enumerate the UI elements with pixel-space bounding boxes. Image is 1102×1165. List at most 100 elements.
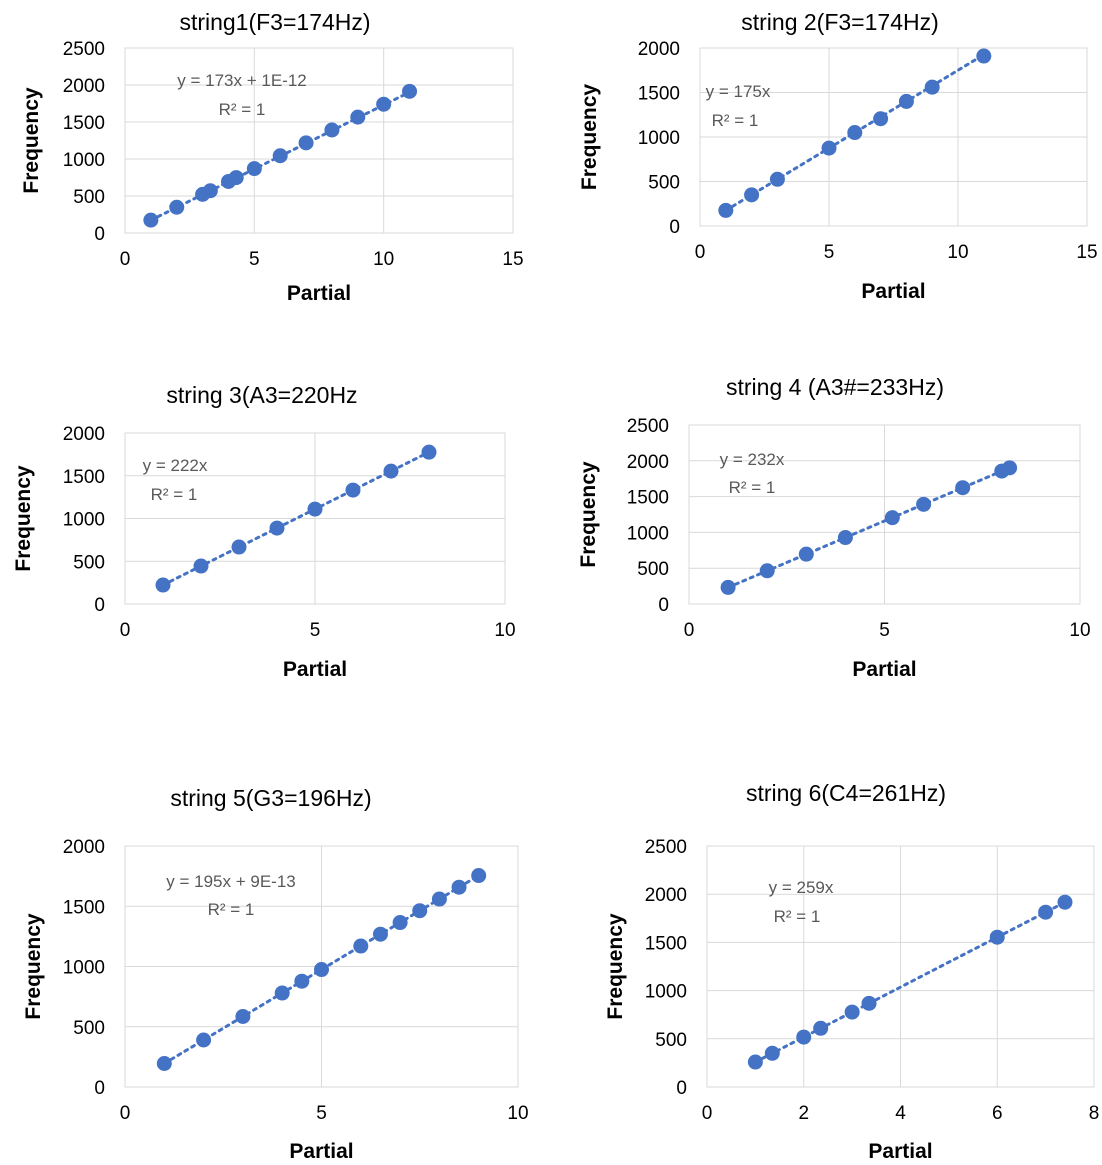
x-tick-label: 10 (507, 1103, 528, 1124)
x-tick-label: 15 (502, 249, 523, 270)
data-point (720, 579, 736, 595)
chart-title: string 4 (A3#=233Hz) (726, 374, 944, 400)
data-point (1057, 894, 1073, 910)
data-point (324, 122, 340, 138)
y-tick-label: 500 (655, 1030, 687, 1051)
y-tick-label: 0 (94, 595, 105, 616)
data-point (235, 1009, 251, 1025)
y-tick-label: 2000 (627, 452, 669, 473)
y-axis-title: Frequency (12, 465, 35, 572)
data-point (744, 187, 760, 203)
data-point (372, 926, 388, 942)
chart-string-5: 0 500 1000 1500 2000 0 5 10 string 5(G3=196Hz) Pa… (0, 775, 551, 1165)
data-point (989, 929, 1005, 945)
y-axis-title: Frequency (22, 913, 45, 1020)
chart-title: string1(F3=174Hz) (179, 9, 370, 35)
x-axis-title: Partial (283, 658, 347, 681)
data-point (1002, 460, 1018, 476)
y-tick-label: 1000 (638, 128, 680, 149)
data-point (269, 520, 285, 536)
data-point (272, 148, 288, 164)
chart-svg: 0 500 1000 1500 2000 2500 0 5 10 15 string1(F3=174… (20, 9, 524, 305)
chart-svg: 0 500 1000 1500 2000 0 5 10 string 5(G3=196Hz) Pa… (22, 785, 529, 1163)
data-point (193, 558, 209, 574)
data-point (412, 903, 428, 919)
trendline-r-squared: R² = 1 (208, 900, 255, 919)
data-point (421, 444, 437, 460)
trendline-r-squared: R² = 1 (729, 478, 776, 497)
data-point (861, 995, 877, 1011)
x-tick-label: 5 (879, 620, 890, 641)
x-tick-label: 10 (373, 249, 394, 270)
chart-title: string 3(A3=220Hz (166, 382, 357, 408)
data-point (884, 510, 900, 526)
y-tick-label: 0 (676, 1078, 687, 1099)
x-tick-label: 0 (120, 620, 131, 641)
x-tick-label: 5 (824, 242, 835, 263)
y-tick-label: 2500 (645, 837, 687, 858)
data-point (844, 1004, 860, 1020)
chart-string-2: 0 500 1000 1500 2000 0 5 10 15 string 2(F3=174Hz)… (551, 0, 1102, 330)
trendline-r-squared: R² = 1 (712, 111, 759, 130)
data-point (798, 546, 814, 562)
y-tick-label: 0 (94, 224, 105, 245)
chart-string-3: 0 500 1000 1500 2000 0 5 10 string 3(A3=220Hz Par… (0, 370, 551, 700)
data-point (431, 891, 447, 907)
x-axis-title: Partial (852, 658, 916, 681)
chart-svg: 0 500 1000 1500 2000 2500 0 2 4 6 8 string 6(C4=261… (604, 780, 1099, 1163)
y-tick-label: 1500 (63, 113, 105, 134)
data-point (451, 879, 467, 895)
chart-string-6: 0 500 1000 1500 2000 2500 0 2 4 6 8 string 6(C4=261… (551, 775, 1102, 1165)
chart-string-1: 0 500 1000 1500 2000 2500 0 5 10 15 string1(F3=174… (0, 0, 551, 330)
x-tick-label: 4 (895, 1103, 906, 1124)
plot-area (699, 47, 1088, 227)
y-tick-label: 2000 (645, 885, 687, 906)
x-axis-title: Partial (287, 282, 351, 305)
data-point (169, 199, 185, 215)
data-point (353, 938, 369, 954)
y-axis-title: Frequency (20, 87, 43, 194)
y-tick-label: 1500 (63, 467, 105, 488)
chart-title: string 2(F3=174Hz) (741, 9, 939, 35)
y-tick-label: 1500 (638, 84, 680, 105)
x-tick-label: 0 (684, 620, 695, 641)
y-tick-label: 500 (73, 552, 105, 573)
y-tick-label: 0 (669, 217, 680, 238)
x-tick-label: 0 (120, 1103, 131, 1124)
plot-area (124, 432, 506, 605)
chart-string-4: 0 500 1000 1500 2000 2500 0 5 10 string 4 (A3#=23… (551, 370, 1102, 700)
data-point (294, 973, 310, 989)
y-axis-title: Frequency (577, 461, 600, 568)
data-point (898, 93, 914, 109)
y-tick-label: 0 (94, 1078, 105, 1099)
x-tick-label: 15 (1076, 242, 1097, 263)
trendline-equation: y = 232x (720, 450, 785, 469)
x-tick-label: 2 (798, 1103, 809, 1124)
x-tick-label: 10 (947, 242, 968, 263)
y-tick-label: 2000 (63, 424, 105, 445)
data-point (376, 96, 392, 112)
y-tick-label: 1000 (627, 523, 669, 544)
x-tick-label: 0 (695, 242, 706, 263)
data-point (155, 577, 171, 593)
data-point (1038, 904, 1054, 920)
y-tick-label: 2000 (63, 837, 105, 858)
data-point (307, 501, 323, 517)
y-tick-label: 500 (73, 1018, 105, 1039)
y-tick-label: 1000 (63, 510, 105, 531)
y-tick-label: 2000 (638, 39, 680, 60)
y-tick-label: 500 (73, 187, 105, 208)
data-point (924, 79, 940, 95)
y-tick-label: 1000 (645, 982, 687, 1003)
data-point (976, 48, 992, 64)
data-point (274, 985, 290, 1001)
y-tick-label: 2500 (63, 39, 105, 60)
y-tick-label: 2500 (627, 416, 669, 437)
chart-svg: 0 500 1000 1500 2000 0 5 10 15 string 2(F3=174Hz)… (578, 9, 1098, 303)
trendline-r-squared: R² = 1 (219, 100, 266, 119)
plot-area (688, 424, 1081, 605)
y-axis-title: Frequency (604, 913, 627, 1020)
x-axis-title: Partial (868, 1140, 932, 1163)
data-point (796, 1029, 812, 1045)
x-tick-label: 0 (702, 1103, 713, 1124)
